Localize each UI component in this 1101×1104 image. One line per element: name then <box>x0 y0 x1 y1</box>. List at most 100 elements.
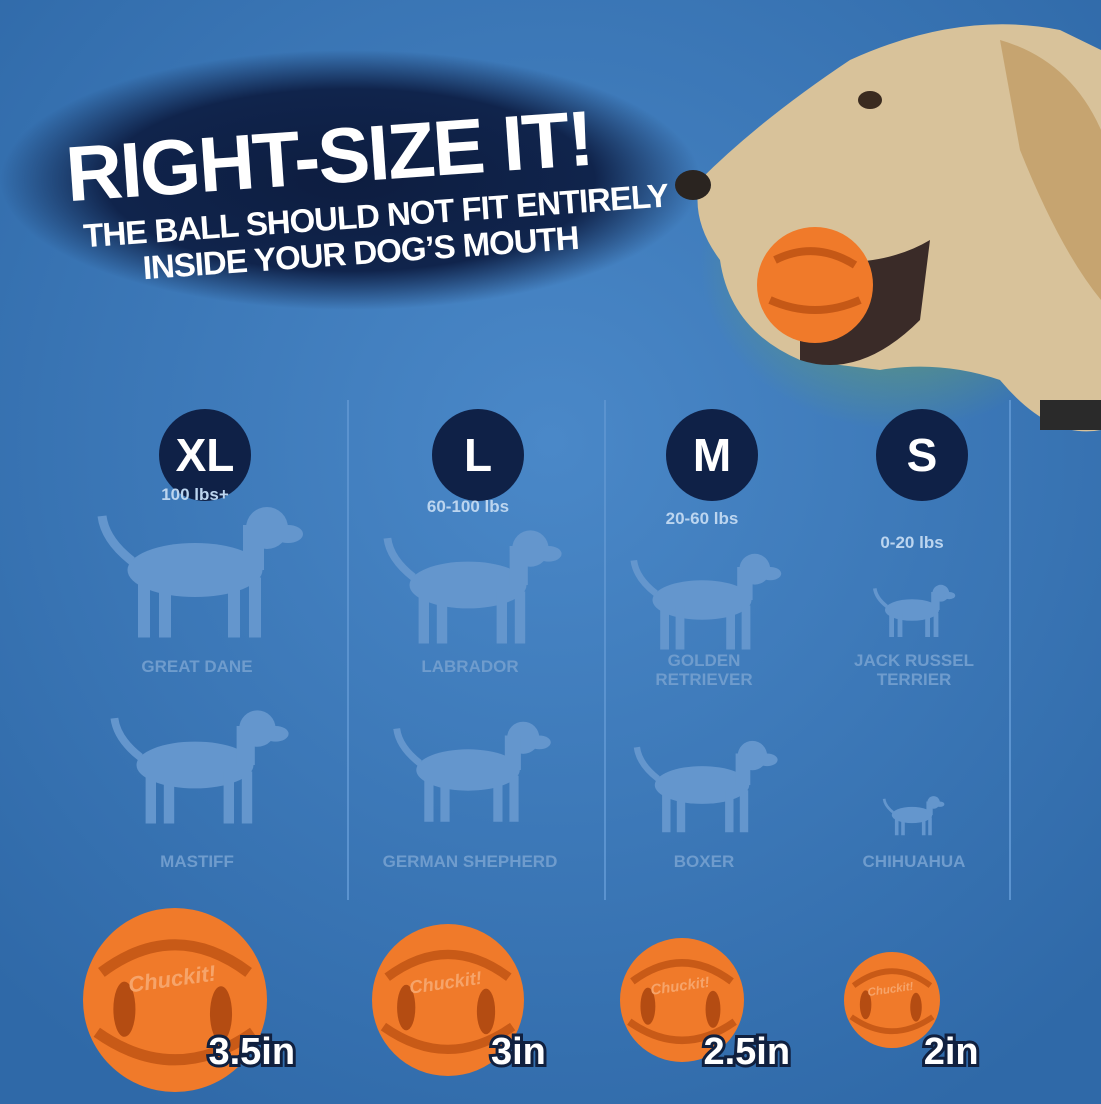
dog-silhouette <box>633 740 778 833</box>
dog-tail <box>393 727 422 766</box>
ball-hole <box>640 987 656 1025</box>
dog-leg <box>897 613 903 637</box>
dog-leg <box>921 817 926 836</box>
dog-leg <box>725 790 734 833</box>
dog-leg <box>739 790 749 833</box>
ball-groove <box>849 968 935 1035</box>
ball-groove <box>93 939 257 1066</box>
dog-leg <box>249 577 261 638</box>
breed-name: MASTIFF <box>160 852 234 871</box>
breed-line: RETRIEVER <box>655 670 752 689</box>
breed-name: GREAT DANE <box>141 657 252 676</box>
dog-leg <box>509 775 519 822</box>
size-badge <box>432 409 524 501</box>
size-badge <box>876 409 968 501</box>
weight-label: 100 lbs+ <box>161 485 229 504</box>
dog-snout <box>273 525 303 543</box>
dog-snout <box>262 726 289 742</box>
size-badge <box>666 409 758 501</box>
dog-leg <box>145 771 156 824</box>
dog-leg <box>493 775 503 822</box>
dog-leg <box>138 577 150 638</box>
dog-leg <box>675 605 685 650</box>
dog-leg <box>676 790 686 833</box>
dog-neck <box>509 546 528 585</box>
dog-silhouette <box>110 710 289 824</box>
dog-leg <box>440 775 450 822</box>
dog-silhouette <box>873 584 956 637</box>
dog-snout <box>756 753 778 767</box>
breed-name: LABRADOR <box>421 657 518 676</box>
dog-silhouette <box>393 721 551 822</box>
ball-hole <box>476 988 496 1035</box>
breed-name: GOLDEN RETRIEVER <box>655 651 752 689</box>
dog-leg <box>894 817 899 836</box>
dog-tail <box>882 798 894 814</box>
dog-leg <box>741 605 751 650</box>
breed-name: CHIHUAHUA <box>863 852 966 871</box>
dog-leg <box>424 775 434 822</box>
weight-label: 20-60 lbs <box>666 509 739 528</box>
size-badge <box>159 409 251 501</box>
breed-line: GOLDEN <box>668 651 741 670</box>
dog-neck <box>504 735 521 770</box>
dog-photo <box>675 24 1101 432</box>
dog-silhouette <box>882 796 945 836</box>
dog-neck <box>926 801 933 815</box>
dog-leg <box>933 613 939 637</box>
dog-tail <box>383 537 416 581</box>
dog-snout <box>759 567 782 581</box>
dog-leg <box>496 591 507 644</box>
dog-leg <box>514 591 526 644</box>
dog-leg <box>660 605 669 650</box>
size-label: XL <box>176 429 235 481</box>
weight-label: 0-20 lbs <box>880 533 943 552</box>
dog-leg <box>925 613 930 637</box>
dog-tail <box>630 559 658 597</box>
ball-size: 2in <box>924 1031 979 1073</box>
size-label: L <box>464 429 492 481</box>
size-label: S <box>907 429 938 481</box>
title-glow <box>0 50 700 310</box>
ball-hole <box>397 984 416 1031</box>
ball-hole <box>859 990 872 1020</box>
dog-neck <box>735 753 751 785</box>
ball-hole <box>705 990 721 1028</box>
dog-silhouette <box>383 530 562 644</box>
dog-leg <box>228 577 240 638</box>
ball-size: 3in <box>491 1031 546 1073</box>
dog-tail <box>97 515 135 565</box>
dog-leg <box>901 817 905 836</box>
breed-name: GERMAN SHEPHERD <box>383 852 558 871</box>
dog-tail <box>633 746 660 782</box>
ball-hole <box>209 986 233 1042</box>
dog-leg <box>436 591 448 644</box>
dog-leg <box>662 790 671 833</box>
breed-name: JACK RUSSEL TERRIER <box>854 651 974 689</box>
size-label: M <box>693 429 731 481</box>
dog-leg <box>159 577 171 638</box>
dog-neck <box>236 726 255 765</box>
dog-tail <box>873 588 888 608</box>
dog-leg <box>928 817 932 836</box>
dog-silhouette <box>97 507 303 638</box>
dog-snout <box>535 546 562 562</box>
weight-label: 60-100 lbs <box>427 497 509 516</box>
dog-leg <box>889 613 894 637</box>
breed-name: BOXER <box>674 852 734 871</box>
dog-leg <box>726 605 735 650</box>
dog-leg <box>418 591 429 644</box>
breed-line: TERRIER <box>877 670 952 689</box>
ball-size: 2.5in <box>703 1031 790 1073</box>
dog-snout <box>935 801 945 807</box>
dog-leg <box>223 771 234 824</box>
ball-size: 3.5in <box>208 1031 295 1073</box>
dog-leg <box>241 771 253 824</box>
dog-neck <box>931 592 940 610</box>
dog-tail <box>110 717 143 761</box>
dog-silhouette <box>630 553 782 650</box>
dog-snout <box>527 735 551 750</box>
ball-hole <box>910 992 922 1022</box>
